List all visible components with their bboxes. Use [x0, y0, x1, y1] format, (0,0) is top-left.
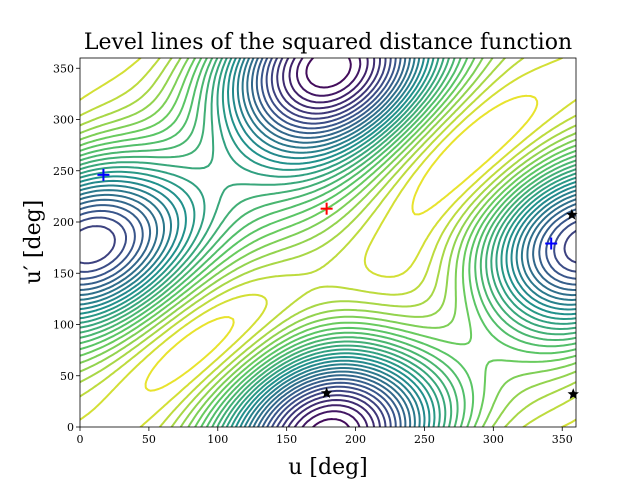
y-tick-label: 100 — [53, 319, 74, 332]
plus-marker-1 — [97, 168, 110, 181]
critical-point-markers — [97, 168, 579, 400]
x-tick-label: 200 — [345, 433, 366, 446]
contour-level-11 — [80, 58, 576, 427]
y-tick-label: 50 — [60, 370, 74, 383]
y-tick-label: 150 — [53, 267, 74, 280]
contour-level-5 — [80, 58, 576, 427]
y-tick-label: 200 — [53, 216, 74, 229]
contour-level-17 — [80, 58, 576, 427]
contour-level-23 — [80, 58, 576, 427]
contour-level-7 — [80, 58, 576, 427]
x-tick-label: 150 — [276, 433, 297, 446]
plot-frame — [79, 57, 577, 428]
x-tick-label: 50 — [142, 433, 156, 446]
y-axis-ticks: 0 50 100 150 200 250 300 350 — [53, 62, 80, 434]
contour-level-22 — [80, 58, 576, 427]
x-axis-ticks: 0 50 100 150 200 250 300 350 — [77, 427, 573, 446]
y-tick-label: 300 — [53, 114, 74, 127]
contour-level-4 — [80, 58, 576, 427]
contour-level-13 — [80, 58, 576, 427]
x-tick-label: 350 — [552, 433, 573, 446]
contour-level-14 — [80, 58, 576, 427]
y-tick-label: 350 — [53, 62, 74, 75]
contour-lines — [80, 58, 576, 427]
contour-level-20 — [80, 58, 576, 427]
x-tick-label: 100 — [207, 433, 228, 446]
x-axis-label: u [deg] — [288, 455, 368, 480]
x-tick-label: 250 — [414, 433, 435, 446]
contour-level-24 — [80, 58, 576, 427]
plus-marker-0 — [320, 202, 333, 215]
y-tick-label: 0 — [67, 421, 74, 434]
chart-title: Level lines of the squared distance func… — [84, 30, 572, 55]
contour-level-29 — [305, 58, 352, 427]
star-marker-4 — [566, 208, 578, 220]
contour-level-26 — [282, 58, 376, 427]
contour-level-16 — [80, 58, 576, 427]
contour-level-2 — [80, 58, 576, 427]
star-marker-5 — [567, 388, 579, 400]
x-tick-label: 300 — [483, 433, 504, 446]
star-marker-3 — [320, 387, 333, 399]
contour-level-1 — [144, 94, 539, 392]
contour-level-9 — [80, 58, 576, 427]
contour-level-8 — [80, 58, 576, 427]
contour-level-21 — [80, 58, 576, 427]
y-axis-label: u′ [deg] — [21, 200, 46, 285]
contour-level-3 — [80, 58, 576, 427]
contour-level-12 — [80, 58, 576, 427]
contour-level-6 — [80, 58, 576, 427]
plus-marker-2 — [545, 237, 558, 250]
x-tick-label: 0 — [77, 433, 84, 446]
y-tick-label: 250 — [53, 165, 74, 178]
